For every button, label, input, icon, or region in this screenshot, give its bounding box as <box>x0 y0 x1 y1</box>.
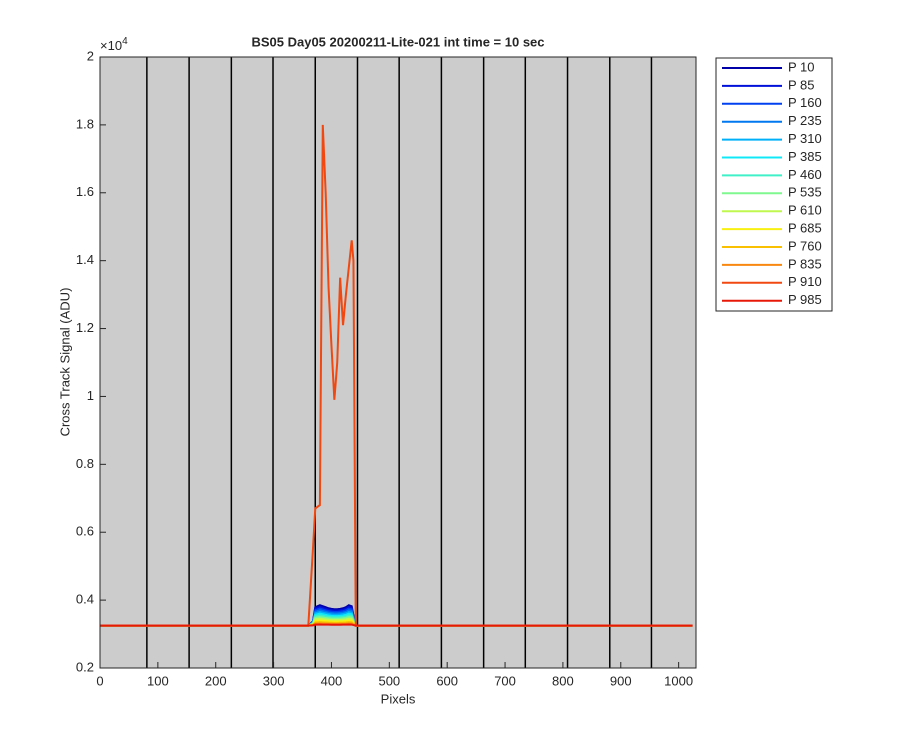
legend-label: P 10 <box>788 59 815 74</box>
y-tick-label: 2 <box>87 48 94 63</box>
legend-label: P 385 <box>788 149 822 164</box>
x-axis-label: Pixels <box>381 691 416 706</box>
legend-label: P 685 <box>788 221 822 236</box>
y-tick-label: 0.4 <box>76 592 94 607</box>
series-line <box>100 607 693 627</box>
y-tick-label: 1.2 <box>76 320 94 335</box>
series-line <box>100 612 693 627</box>
series-line <box>100 617 693 627</box>
x-tick-label: 900 <box>610 673 632 688</box>
series-line <box>100 616 693 627</box>
y-tick-label: 1.4 <box>76 252 94 267</box>
legend-label: P 610 <box>788 203 822 218</box>
legend-label: P 235 <box>788 113 822 128</box>
legend-box <box>715 57 833 312</box>
series-line <box>100 619 693 627</box>
series-line <box>100 614 693 627</box>
plot-background <box>100 57 696 668</box>
y-multiplier-exponent: 4 <box>122 36 128 47</box>
x-tick-label: 0 <box>96 673 103 688</box>
legend-label: P 910 <box>788 274 822 289</box>
y-tick-label: 1.6 <box>76 184 94 199</box>
y-multiplier-base: ×10 <box>100 38 122 53</box>
chart-title: BS05 Day05 20200211-Lite-021 int time = … <box>251 34 544 49</box>
y-tick-label: 0.6 <box>76 524 94 539</box>
y-tick-label: 0.2 <box>76 659 94 674</box>
x-tick-label: 100 <box>147 673 169 688</box>
legend-label: P 985 <box>788 292 822 307</box>
y-multiplier: ×104 <box>100 36 128 54</box>
y-tick-label: 0.8 <box>76 456 94 471</box>
x-tick-label: 400 <box>321 673 343 688</box>
series-line <box>100 623 693 627</box>
y-axis-label: Cross Track Signal (ADU) <box>57 288 72 437</box>
series-line <box>100 609 693 627</box>
x-tick-label: 700 <box>494 673 516 688</box>
legend-label: P 835 <box>788 256 822 271</box>
x-tick-label: 200 <box>205 673 227 688</box>
x-tick-label: 800 <box>552 673 574 688</box>
series-line <box>100 605 693 627</box>
y-tick-label: 1.8 <box>76 116 94 131</box>
legend-label: P 535 <box>788 185 822 200</box>
x-tick-label: 600 <box>436 673 458 688</box>
legend-label: P 160 <box>788 95 822 110</box>
y-tick-label: 1 <box>87 388 94 403</box>
plot-frame <box>99 56 697 669</box>
legend-label: P 310 <box>788 131 822 146</box>
x-tick-label: 300 <box>263 673 285 688</box>
series-line <box>100 610 693 627</box>
series-line <box>100 621 693 627</box>
series-line <box>100 604 693 627</box>
x-tick-label: 500 <box>378 673 400 688</box>
legend-label: P 85 <box>788 77 815 92</box>
legend-label: P 460 <box>788 167 822 182</box>
x-tick-label: 1000 <box>664 673 693 688</box>
plot-layer <box>100 57 693 668</box>
series-line <box>100 124 693 627</box>
legend-label: P 760 <box>788 238 822 253</box>
